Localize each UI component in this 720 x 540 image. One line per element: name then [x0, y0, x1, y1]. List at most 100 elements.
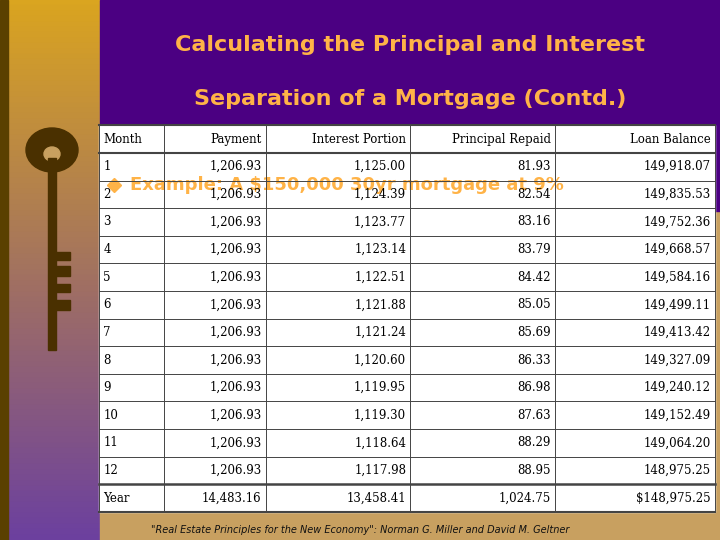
Bar [0, 113, 100, 119]
Text: 1,206.93: 1,206.93 [210, 243, 261, 256]
Text: 9: 9 [104, 381, 111, 394]
Text: 1,206.93: 1,206.93 [210, 464, 261, 477]
Text: 88.29: 88.29 [518, 436, 551, 449]
Bar [0, 383, 100, 389]
Bar [0, 173, 100, 178]
Text: Month: Month [104, 133, 143, 146]
Text: 1,206.93: 1,206.93 [210, 188, 261, 201]
Text: 149,918.07: 149,918.07 [644, 160, 711, 173]
Text: Interest Portion: Interest Portion [312, 133, 406, 146]
Bar [0, 356, 100, 362]
Text: 1,206.93: 1,206.93 [210, 354, 261, 367]
Bar [100, 159, 720, 211]
Text: 1,206.93: 1,206.93 [210, 160, 261, 173]
Text: 1,024.75: 1,024.75 [499, 491, 551, 504]
Bar [0, 416, 100, 421]
Text: Year: Year [104, 491, 130, 504]
Text: 149,240.12: 149,240.12 [644, 381, 711, 394]
Text: Payment: Payment [210, 133, 261, 146]
Bar [0, 200, 100, 205]
Bar [0, 151, 100, 157]
Text: 1,206.93: 1,206.93 [210, 436, 261, 449]
Text: Loan Balance: Loan Balance [630, 133, 711, 146]
Bar [0, 205, 100, 211]
Bar [0, 443, 100, 448]
Bar [48, 172, 56, 350]
Bar [0, 518, 100, 524]
Text: "Real Estate Principles for the New Economy": Norman G. Miller and David M. Gelt: "Real Estate Principles for the New Econ… [150, 525, 570, 535]
Bar [0, 162, 100, 167]
Text: 149,064.20: 149,064.20 [644, 436, 711, 449]
Bar [0, 464, 100, 470]
Text: 1,119.30: 1,119.30 [354, 409, 406, 422]
Bar [0, 421, 100, 427]
Bar [0, 70, 100, 76]
Text: 87.63: 87.63 [517, 409, 551, 422]
Bar [0, 308, 100, 313]
Text: 13,458.41: 13,458.41 [346, 491, 406, 504]
Bar [0, 491, 100, 497]
Bar [0, 5, 100, 11]
Bar [0, 335, 100, 340]
Bar [0, 59, 100, 65]
Text: 1,206.93: 1,206.93 [210, 298, 261, 311]
Bar [0, 394, 100, 400]
Bar [0, 475, 100, 481]
Bar [0, 502, 100, 508]
Text: 1,117.98: 1,117.98 [354, 464, 406, 477]
Text: Example: A $150,000 30yr mortgage at 9%: Example: A $150,000 30yr mortgage at 9% [130, 176, 564, 194]
Text: 1,206.93: 1,206.93 [210, 381, 261, 394]
Bar [0, 216, 100, 221]
Text: 149,752.36: 149,752.36 [644, 215, 711, 228]
Text: 1,120.60: 1,120.60 [354, 354, 406, 367]
Text: 85.05: 85.05 [517, 298, 551, 311]
Bar [0, 432, 100, 437]
Bar [0, 313, 100, 319]
Bar [0, 49, 100, 54]
Bar [0, 535, 100, 540]
Bar [0, 16, 100, 22]
Bar [0, 497, 100, 502]
Ellipse shape [26, 128, 78, 172]
Bar [0, 529, 100, 535]
Bar [0, 167, 100, 173]
Text: 88.95: 88.95 [518, 464, 551, 477]
Text: 149,327.09: 149,327.09 [644, 354, 711, 367]
Bar [0, 281, 100, 286]
Bar [0, 254, 100, 259]
Text: 1: 1 [104, 160, 111, 173]
Bar [99, 125, 715, 512]
Bar [0, 38, 100, 43]
Bar [0, 76, 100, 81]
Text: 1,206.93: 1,206.93 [210, 326, 261, 339]
Bar [0, 86, 100, 92]
Bar [56, 284, 70, 292]
Bar [0, 373, 100, 378]
Bar [0, 227, 100, 232]
Bar [0, 248, 100, 254]
Bar [0, 65, 100, 70]
Bar [0, 194, 100, 200]
Bar [0, 513, 100, 518]
Bar [0, 108, 100, 113]
Bar [0, 184, 100, 189]
Bar [0, 140, 100, 146]
Bar [0, 103, 100, 108]
Bar [0, 189, 100, 194]
Bar [0, 324, 100, 329]
Bar [0, 54, 100, 59]
Text: 4: 4 [104, 243, 111, 256]
Bar [0, 437, 100, 443]
Text: 83.79: 83.79 [517, 243, 551, 256]
Bar [0, 146, 100, 151]
Text: 82.54: 82.54 [518, 188, 551, 201]
Bar [0, 340, 100, 346]
Bar [0, 270, 100, 275]
Bar [48, 158, 56, 172]
Text: 14,483.16: 14,483.16 [202, 491, 261, 504]
Bar [0, 297, 100, 302]
Text: 84.42: 84.42 [518, 271, 551, 284]
Bar [0, 470, 100, 475]
Text: 149,835.53: 149,835.53 [644, 188, 711, 201]
Bar [0, 265, 100, 270]
